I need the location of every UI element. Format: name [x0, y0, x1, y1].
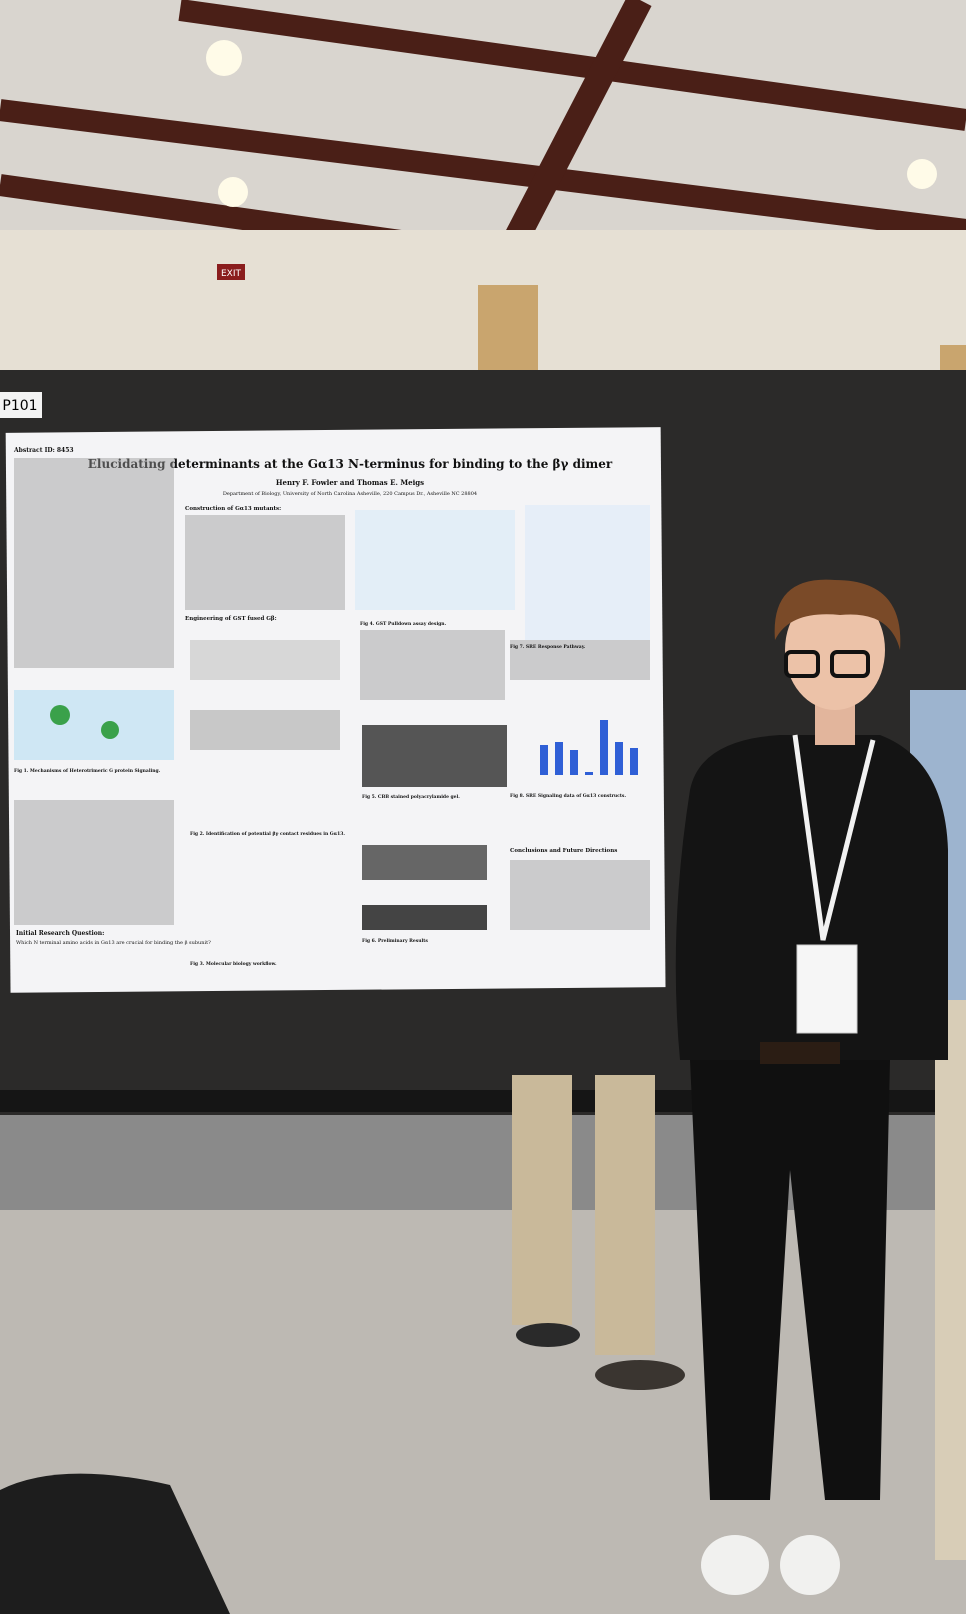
exit-text: EXIT — [221, 269, 242, 279]
light — [218, 177, 248, 207]
research-question: Which N terminal amino acids in Gα13 are… — [16, 940, 211, 946]
person-sweater — [675, 735, 948, 1060]
section-heading: Initial Research Question: — [16, 930, 104, 937]
lens — [784, 650, 820, 678]
figure-alignment — [190, 710, 340, 750]
bar-shape — [585, 772, 593, 775]
bystander-pants — [935, 1000, 966, 1560]
section-heading: Engineering of GST fused Gβ: — [185, 616, 277, 622]
section-heading: Conclusions and Future Directions — [510, 848, 617, 854]
figure-caption: Fig 3. Molecular biology workflow. — [190, 961, 277, 967]
figure-diagram — [14, 690, 174, 760]
abstract-text — [14, 458, 174, 668]
shoe — [595, 1360, 685, 1390]
text-block — [510, 640, 650, 680]
figure-caption: Fig 1. Mechanisms of Heterotrimeric G pr… — [14, 768, 161, 774]
figure-pathway — [525, 505, 650, 640]
hair — [774, 579, 901, 650]
bystander-legs — [512, 1075, 572, 1325]
name-badge — [796, 944, 858, 1034]
figure-alignment — [190, 640, 340, 680]
text-block — [185, 515, 345, 610]
belt — [760, 1042, 840, 1064]
bar-shape — [615, 742, 623, 775]
lens — [830, 650, 870, 678]
bar-shape — [570, 750, 578, 775]
board-number: P101 — [2, 398, 37, 414]
figure-caption: Fig 5. CBB stained polyacrylamide gel. — [362, 794, 460, 800]
bar-shape — [540, 745, 548, 775]
sneaker — [780, 1535, 840, 1595]
bar-shape — [630, 748, 638, 775]
sneaker — [701, 1535, 769, 1595]
bar-shape — [555, 742, 563, 775]
figure-caption: Fig 2. Identification of potential βγ co… — [190, 831, 345, 837]
figure-caption: Fig 7. SRE Response Pathway. — [510, 644, 586, 650]
person-pants — [690, 1060, 890, 1500]
figure-caption: Fig 8. SRE Signaling data of Gα13 constr… — [510, 793, 626, 799]
figure-shape — [50, 705, 70, 725]
figure-blot — [362, 905, 487, 930]
board-number-tag — [0, 392, 42, 418]
poster-title: Elucidating determinants at the Gα13 N-t… — [88, 457, 613, 471]
abstract-heading: Abstract ID: 8453 — [13, 447, 74, 454]
exit-sign — [217, 264, 245, 280]
figure-assay — [355, 510, 515, 610]
bar-shape — [600, 720, 608, 775]
figure-caption: Fig 6. Preliminary Results — [362, 938, 428, 944]
light — [206, 40, 242, 76]
text-block — [360, 630, 505, 700]
beam — [178, 0, 966, 131]
bystander-legs — [595, 1075, 655, 1355]
text-lines — [14, 458, 650, 930]
backpack — [0, 1473, 230, 1614]
figure-shape — [101, 721, 119, 739]
poster-affiliation: Department of Biology, University of Nor… — [223, 491, 477, 497]
face — [785, 590, 885, 710]
figure-caption: Fig 4. GST Pulldown assay design. — [360, 621, 447, 627]
figure-bars — [540, 720, 638, 775]
text-block — [510, 860, 650, 930]
section-heading: Construction of Gα13 mutants: — [185, 506, 281, 512]
beam — [0, 99, 966, 241]
text-block — [14, 800, 174, 925]
figure-gel — [362, 725, 507, 787]
light — [907, 159, 937, 189]
glasses — [784, 650, 870, 678]
figure-blot — [362, 845, 487, 880]
poster-authors: Henry F. Fowler and Thomas E. Meigs — [276, 478, 424, 487]
beam — [488, 0, 652, 276]
shoe — [516, 1323, 580, 1347]
lanyard — [792, 734, 876, 941]
